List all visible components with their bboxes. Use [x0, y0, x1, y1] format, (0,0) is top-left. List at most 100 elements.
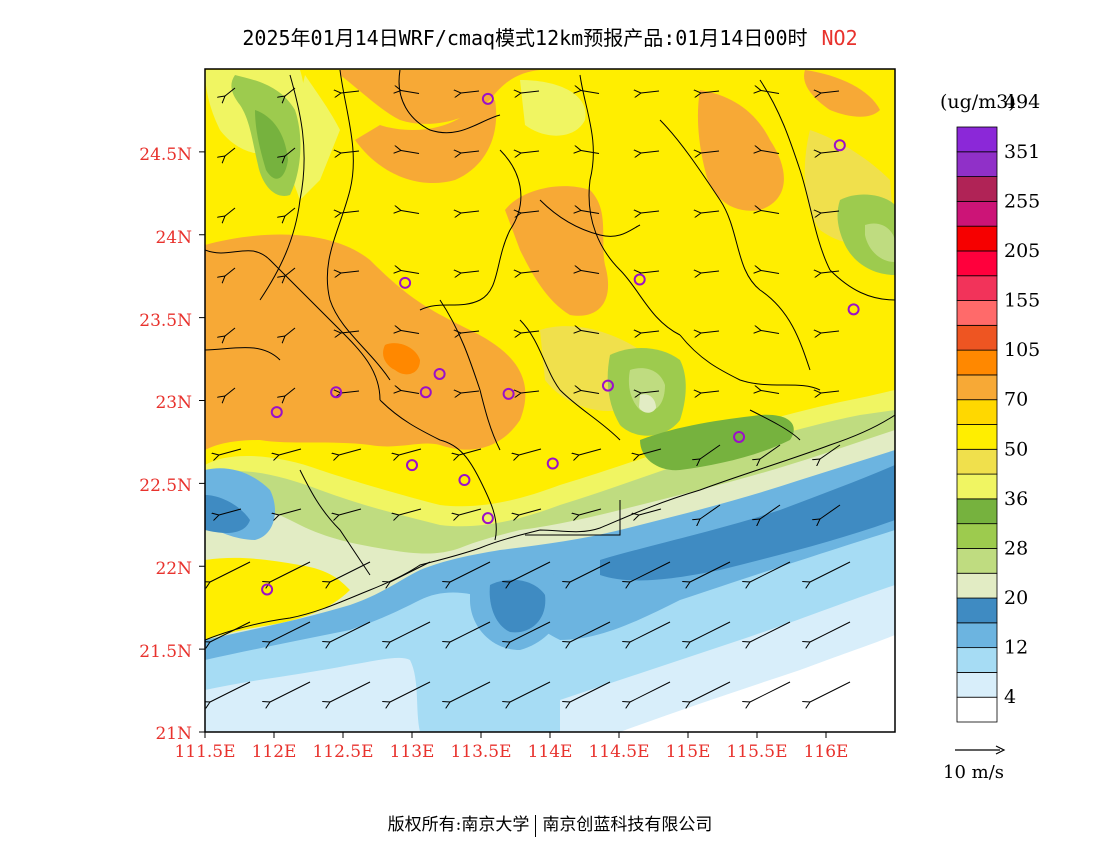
wind-arrow [581, 271, 600, 274]
wind-arrow [330, 621, 371, 642]
station-marker [847, 303, 860, 316]
wind-arrow [521, 91, 540, 93]
station-marker [601, 379, 614, 392]
wind-arrow [210, 681, 251, 702]
lat-label: 24.5N [139, 145, 192, 165]
lat-label: 21.5N [139, 642, 192, 662]
legend-value-label: 351 [1004, 141, 1040, 163]
wind-arrow [820, 444, 841, 459]
wind-arrow [641, 271, 660, 273]
wind-arrow [760, 504, 781, 519]
lon-label: 112E [252, 742, 297, 762]
wind-arrow [461, 271, 480, 273]
wind-arrow [581, 151, 600, 154]
wind-arrow [399, 508, 422, 515]
station-marker [330, 386, 343, 399]
wind-arrow [510, 561, 551, 582]
wind-arrow [330, 681, 371, 702]
wind-arrow [521, 331, 540, 333]
wind-arrow [390, 561, 431, 582]
wind-arrow [581, 391, 600, 394]
wind-arrow [225, 327, 236, 336]
legend-value-label: 20 [1004, 587, 1028, 609]
legend-swatch [956, 176, 998, 202]
wind-arrow [285, 207, 296, 216]
wind-arrow [390, 621, 431, 642]
legend-value-label: 28 [1004, 537, 1028, 559]
station-marker [481, 92, 494, 105]
wind-arrow [701, 271, 720, 273]
station-marker [433, 367, 446, 380]
lon-label: 115.5E [726, 742, 787, 762]
legend-swatch [956, 498, 998, 525]
wind-arrow [701, 331, 720, 333]
wind-arrow [225, 207, 236, 216]
legend-swatch [956, 250, 998, 277]
wind-arrow [341, 391, 360, 393]
station-marker [481, 512, 494, 525]
lat-label: 21N [155, 724, 192, 744]
station-marker [399, 276, 412, 289]
wind-arrow [760, 444, 781, 459]
wind-arrow [401, 151, 420, 154]
legend-value-label: 155 [1004, 290, 1040, 312]
wind-vector-field [210, 88, 851, 702]
wind-arrow [401, 331, 420, 334]
wind-scale-label: 10 m/s [943, 762, 1004, 783]
wind-arrow [339, 508, 362, 515]
wind-arrow [270, 561, 311, 582]
wind-arrow [225, 387, 236, 396]
station-marker [502, 387, 515, 400]
wind-arrow [401, 271, 420, 274]
admin-boundaries [205, 69, 895, 576]
copyright-footer: 版权所有:南京大学 南京创蓝科技有限公司 [0, 810, 1100, 837]
wind-arrow [761, 331, 780, 334]
wind-arrow [399, 448, 422, 455]
legend-swatch [956, 275, 998, 301]
wind-arrow [641, 91, 660, 93]
wind-arrow [341, 331, 360, 333]
title-text: 2025年01月14日WRF/cmaq模式12km预报产品:01月14日00时 [242, 26, 808, 50]
wind-arrow [750, 621, 791, 642]
wind-arrow [450, 561, 491, 582]
legend-value-label: 105 [1004, 339, 1040, 361]
wind-arrow [810, 561, 851, 582]
station-markers [261, 92, 860, 596]
legend-swatch [956, 324, 998, 351]
wind-arrow [700, 504, 721, 519]
map-title: 2025年01月14日WRF/cmaq模式12km预报产品:01月14日00时 N… [0, 22, 1100, 51]
wind-arrow [570, 681, 611, 702]
wind-arrow [270, 681, 311, 702]
legend-swatch [956, 424, 998, 450]
wind-arrow [639, 448, 662, 455]
station-marker [733, 430, 746, 443]
legend-swatch [956, 374, 998, 401]
wind-arrow [279, 508, 302, 515]
legend-swatch [956, 622, 998, 649]
wind-arrow [579, 508, 602, 515]
station-marker [546, 457, 559, 470]
wind-scale-arrowhead [995, 745, 1006, 755]
concentration-field [205, 69, 895, 732]
legend-swatch [956, 448, 998, 475]
wind-arrow [570, 561, 611, 582]
legend-swatch [956, 126, 998, 153]
wind-arrow [461, 91, 480, 93]
station-marker [833, 139, 846, 152]
wind-arrow [579, 448, 602, 455]
wind-arrow [630, 561, 671, 582]
wind-arrow [630, 681, 671, 702]
axis-labels: 24.5N 24N 23.5N 23N 22.5N 22N 21.5N 21N … [139, 145, 848, 762]
wind-arrow [701, 151, 720, 153]
wind-arrow [521, 391, 540, 393]
wind-arrow [639, 508, 662, 515]
species-name: NO2 [821, 26, 858, 50]
wind-arrow [401, 391, 420, 394]
wind-arrow [459, 448, 482, 455]
legend-value-label: 4 [1004, 686, 1016, 708]
copyright-prefix: 版权所有: [387, 815, 462, 835]
legend-swatch [956, 225, 998, 252]
lon-label: 114E [528, 742, 573, 762]
lon-label: 114.5E [588, 742, 649, 762]
wind-arrow [810, 681, 851, 702]
